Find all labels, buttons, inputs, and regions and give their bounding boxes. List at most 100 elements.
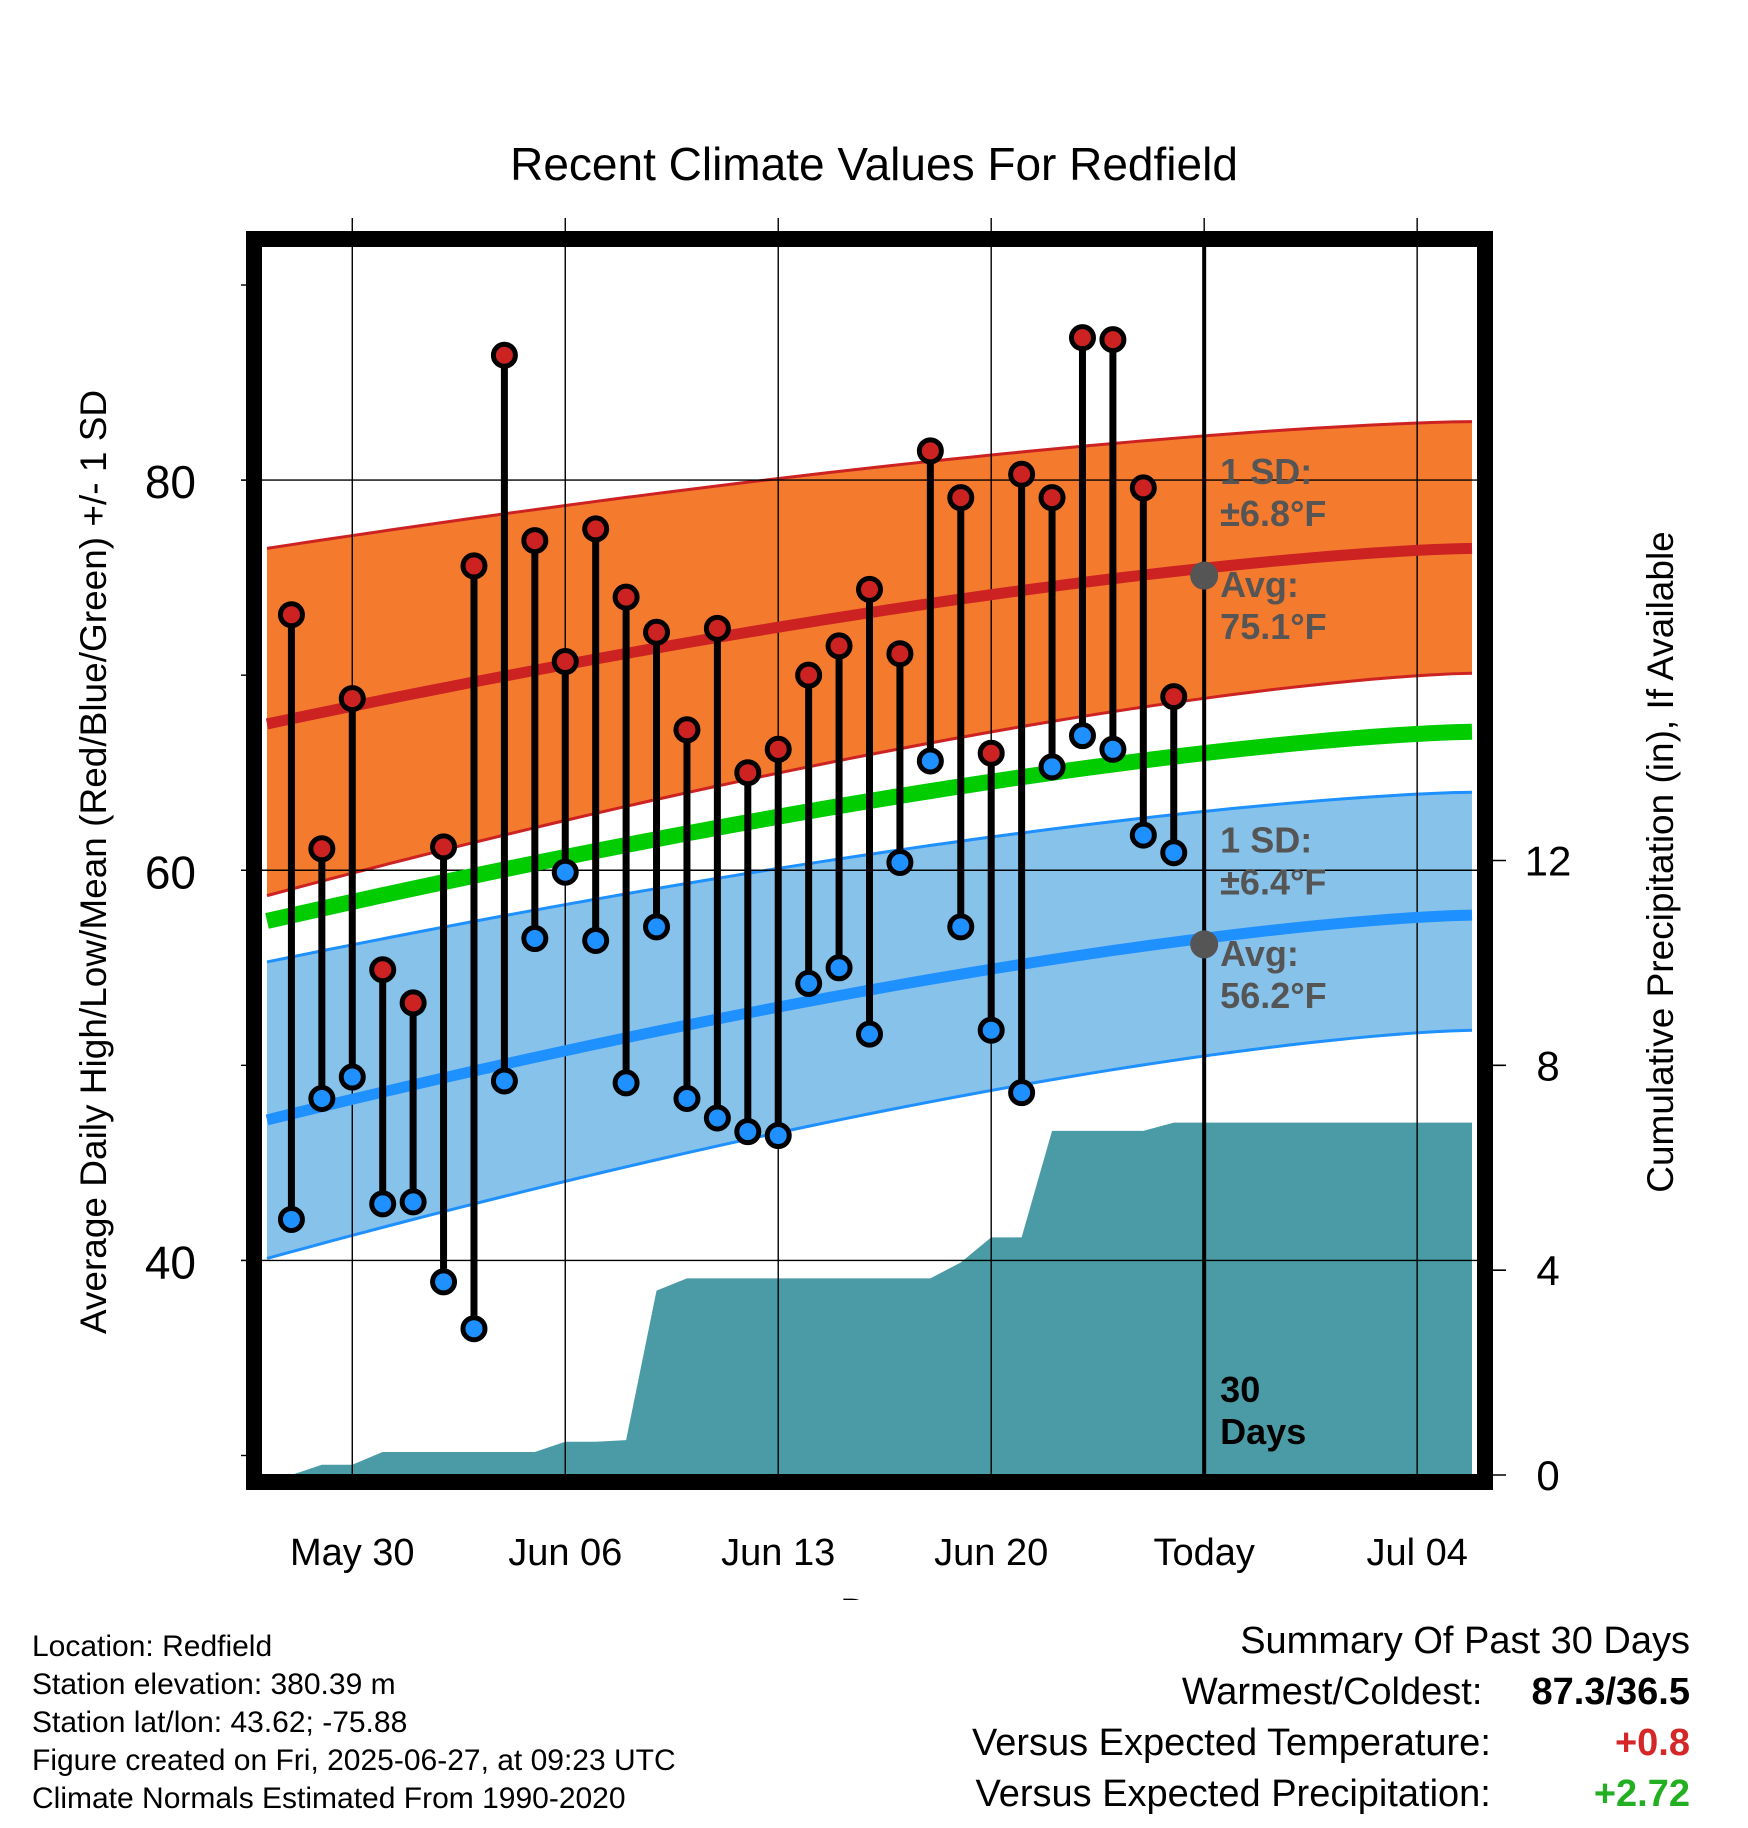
high-point (430, 833, 458, 861)
low-sd-lower-line (266, 1028, 1473, 1260)
high-point (399, 989, 427, 1017)
chart-title: Recent Climate Values For Redfield (510, 138, 1238, 190)
plot-area: 1 SD: ±6.8°F Avg: 75.1°F 1 SD: ±6.4°F Avg: 56.2… (145, 218, 1572, 1574)
low-point (825, 954, 853, 982)
high-point (582, 515, 610, 543)
y2-tick-label: 0 (1536, 1452, 1559, 1499)
high-sd-annotation: 1 SD: ±6.8°F (1220, 451, 1326, 534)
low-point (430, 1268, 458, 1296)
warmest-value: 87.3/36.5 (1531, 1671, 1690, 1713)
low-point (856, 1020, 883, 1048)
high-point (916, 437, 944, 465)
high-point (551, 648, 579, 676)
high-point (764, 735, 792, 763)
high-point (1008, 460, 1036, 488)
low-point (551, 858, 579, 886)
low-point (1068, 722, 1096, 750)
low-point (673, 1084, 701, 1112)
high-point (825, 632, 853, 660)
temp-label: Versus Expected Temperature: (971, 1722, 1491, 1764)
station-info: Location: Redfield Station elevation: 38… (32, 1628, 676, 1818)
low-avg-annotation: Avg: 56.2°F (1220, 933, 1326, 1016)
high-point (673, 716, 701, 744)
x-tick-label: Jun 06 (508, 1532, 622, 1574)
high-point (795, 661, 823, 689)
high-avg-annotation: Avg: 75.1°F (1220, 564, 1326, 647)
location-text: Location: Redfield (32, 1630, 273, 1663)
low-point (643, 913, 671, 941)
latlon-text: Station lat/lon: 43.62; -75.88 (32, 1706, 408, 1739)
high-point (886, 640, 914, 668)
low-point (1129, 821, 1157, 849)
high-point (1129, 474, 1157, 502)
high-point (856, 575, 883, 603)
low-point (1008, 1079, 1036, 1107)
high-point (308, 835, 336, 863)
high-point (703, 614, 731, 642)
low-point (1038, 753, 1066, 781)
low-point (277, 1205, 305, 1233)
high-point (977, 739, 1005, 767)
summary-temp-row: Versus Expected Temperature: +0.8 (972, 1718, 1690, 1769)
x-tick-label: Today (1153, 1532, 1254, 1574)
high-point (521, 527, 549, 555)
high-point (734, 759, 762, 787)
high-point (612, 583, 640, 611)
low-point (916, 747, 944, 775)
x-tick-label: Jun 20 (934, 1532, 1048, 1574)
low-point (703, 1104, 731, 1132)
low-point (399, 1188, 427, 1216)
high-avg-marker (1190, 561, 1219, 590)
temp-value: +0.8 (1614, 1722, 1690, 1764)
high-point (643, 618, 671, 646)
low-point (764, 1122, 792, 1150)
low-point (1099, 735, 1127, 763)
precip-label: Versus Expected Precipitation: (975, 1773, 1491, 1815)
high-sd-upper-line (266, 420, 1473, 550)
y-tick-label: 80 (145, 456, 196, 508)
low-point (795, 969, 823, 997)
normals-text: Climate Normals Estimated From 1990-2020 (32, 1782, 626, 1815)
low-point (612, 1069, 640, 1097)
climate-chart: Recent Climate Values For Redfield 1 SD:… (73, 138, 1681, 1600)
high-point (338, 685, 366, 713)
y2-tick-label: 4 (1536, 1247, 1559, 1294)
x-tick-label: Jul 04 (1366, 1532, 1467, 1574)
low-point (521, 925, 549, 953)
low-point (308, 1084, 336, 1112)
precip-area (261, 1122, 1472, 1475)
y-axis-label: Average Daily High/Low/Mean (Red/Blue/Gr… (73, 390, 114, 1334)
high-point (1068, 324, 1096, 352)
y2-tick-label: 12 (1525, 838, 1572, 885)
x-axis-label: Day (840, 1592, 908, 1600)
high-point (277, 601, 305, 629)
low-point (460, 1315, 488, 1343)
x-tick-label: Jun 13 (721, 1532, 835, 1574)
low-point (582, 926, 610, 954)
summary-warmest-row: Warmest/Coldest: 87.3/36.5 (972, 1667, 1690, 1718)
y-tick-label: 40 (145, 1236, 196, 1288)
created-text: Figure created on Fri, 2025-06-27, at 09… (32, 1744, 676, 1777)
high-point (1099, 326, 1127, 354)
high-point (947, 484, 975, 512)
low-point (977, 1016, 1005, 1044)
x-tick-label: May 30 (290, 1532, 415, 1574)
low-sd-annotation: 1 SD: ±6.4°F (1220, 820, 1326, 903)
window-annotation: 30 Days (1220, 1369, 1306, 1452)
low-point (369, 1190, 397, 1218)
high-point (460, 552, 488, 580)
precip-value: +2.72 (1593, 1773, 1690, 1815)
y2-axis-label: Cumulative Precipitation (in), If Availa… (1640, 531, 1681, 1193)
low-point (338, 1063, 366, 1091)
low-point (886, 848, 914, 876)
plot-frame (246, 231, 1493, 1490)
summary-title: Summary Of Past 30 Days (1240, 1620, 1690, 1662)
high-point (369, 956, 397, 984)
low-point (734, 1118, 762, 1146)
low-point (490, 1067, 518, 1095)
elevation-text: Station elevation: 380.39 m (32, 1668, 396, 1701)
high-point (1160, 683, 1188, 711)
y-tick-label: 60 (145, 846, 196, 898)
high-point (490, 341, 518, 369)
summary-panel: Summary Of Past 30 Days Warmest/Coldest:… (972, 1616, 1690, 1820)
